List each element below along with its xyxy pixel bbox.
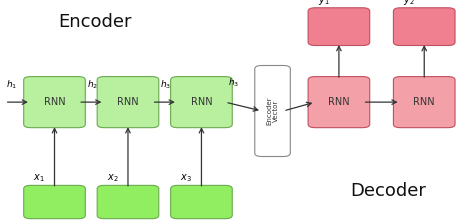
FancyBboxPatch shape [308,8,370,46]
Text: RNN: RNN [44,97,65,107]
Text: $h_3$: $h_3$ [228,76,239,89]
Text: Encoder: Encoder [58,13,132,31]
FancyBboxPatch shape [308,77,370,128]
Text: RNN: RNN [117,97,139,107]
FancyBboxPatch shape [171,77,232,128]
Text: Decoder: Decoder [351,182,427,200]
Text: $h_2$: $h_2$ [87,79,98,91]
FancyBboxPatch shape [171,185,232,219]
Text: $y_2$: $y_2$ [403,0,414,7]
Text: $y_1$: $y_1$ [318,0,329,7]
FancyBboxPatch shape [393,77,455,128]
FancyBboxPatch shape [97,77,159,128]
Text: $h_3$: $h_3$ [160,79,172,91]
FancyBboxPatch shape [255,65,290,157]
Text: $h_1$: $h_1$ [6,79,18,91]
Text: RNN: RNN [413,97,435,107]
Text: RNN: RNN [191,97,212,107]
Text: $x_3$: $x_3$ [180,172,192,184]
Text: RNN: RNN [328,97,350,107]
FancyBboxPatch shape [97,185,159,219]
Text: $x_2$: $x_2$ [107,172,118,184]
FancyBboxPatch shape [24,77,85,128]
Text: Encoder
Vector: Encoder Vector [266,97,279,125]
FancyBboxPatch shape [393,8,455,46]
FancyBboxPatch shape [24,185,85,219]
Text: $x_1$: $x_1$ [33,172,45,184]
